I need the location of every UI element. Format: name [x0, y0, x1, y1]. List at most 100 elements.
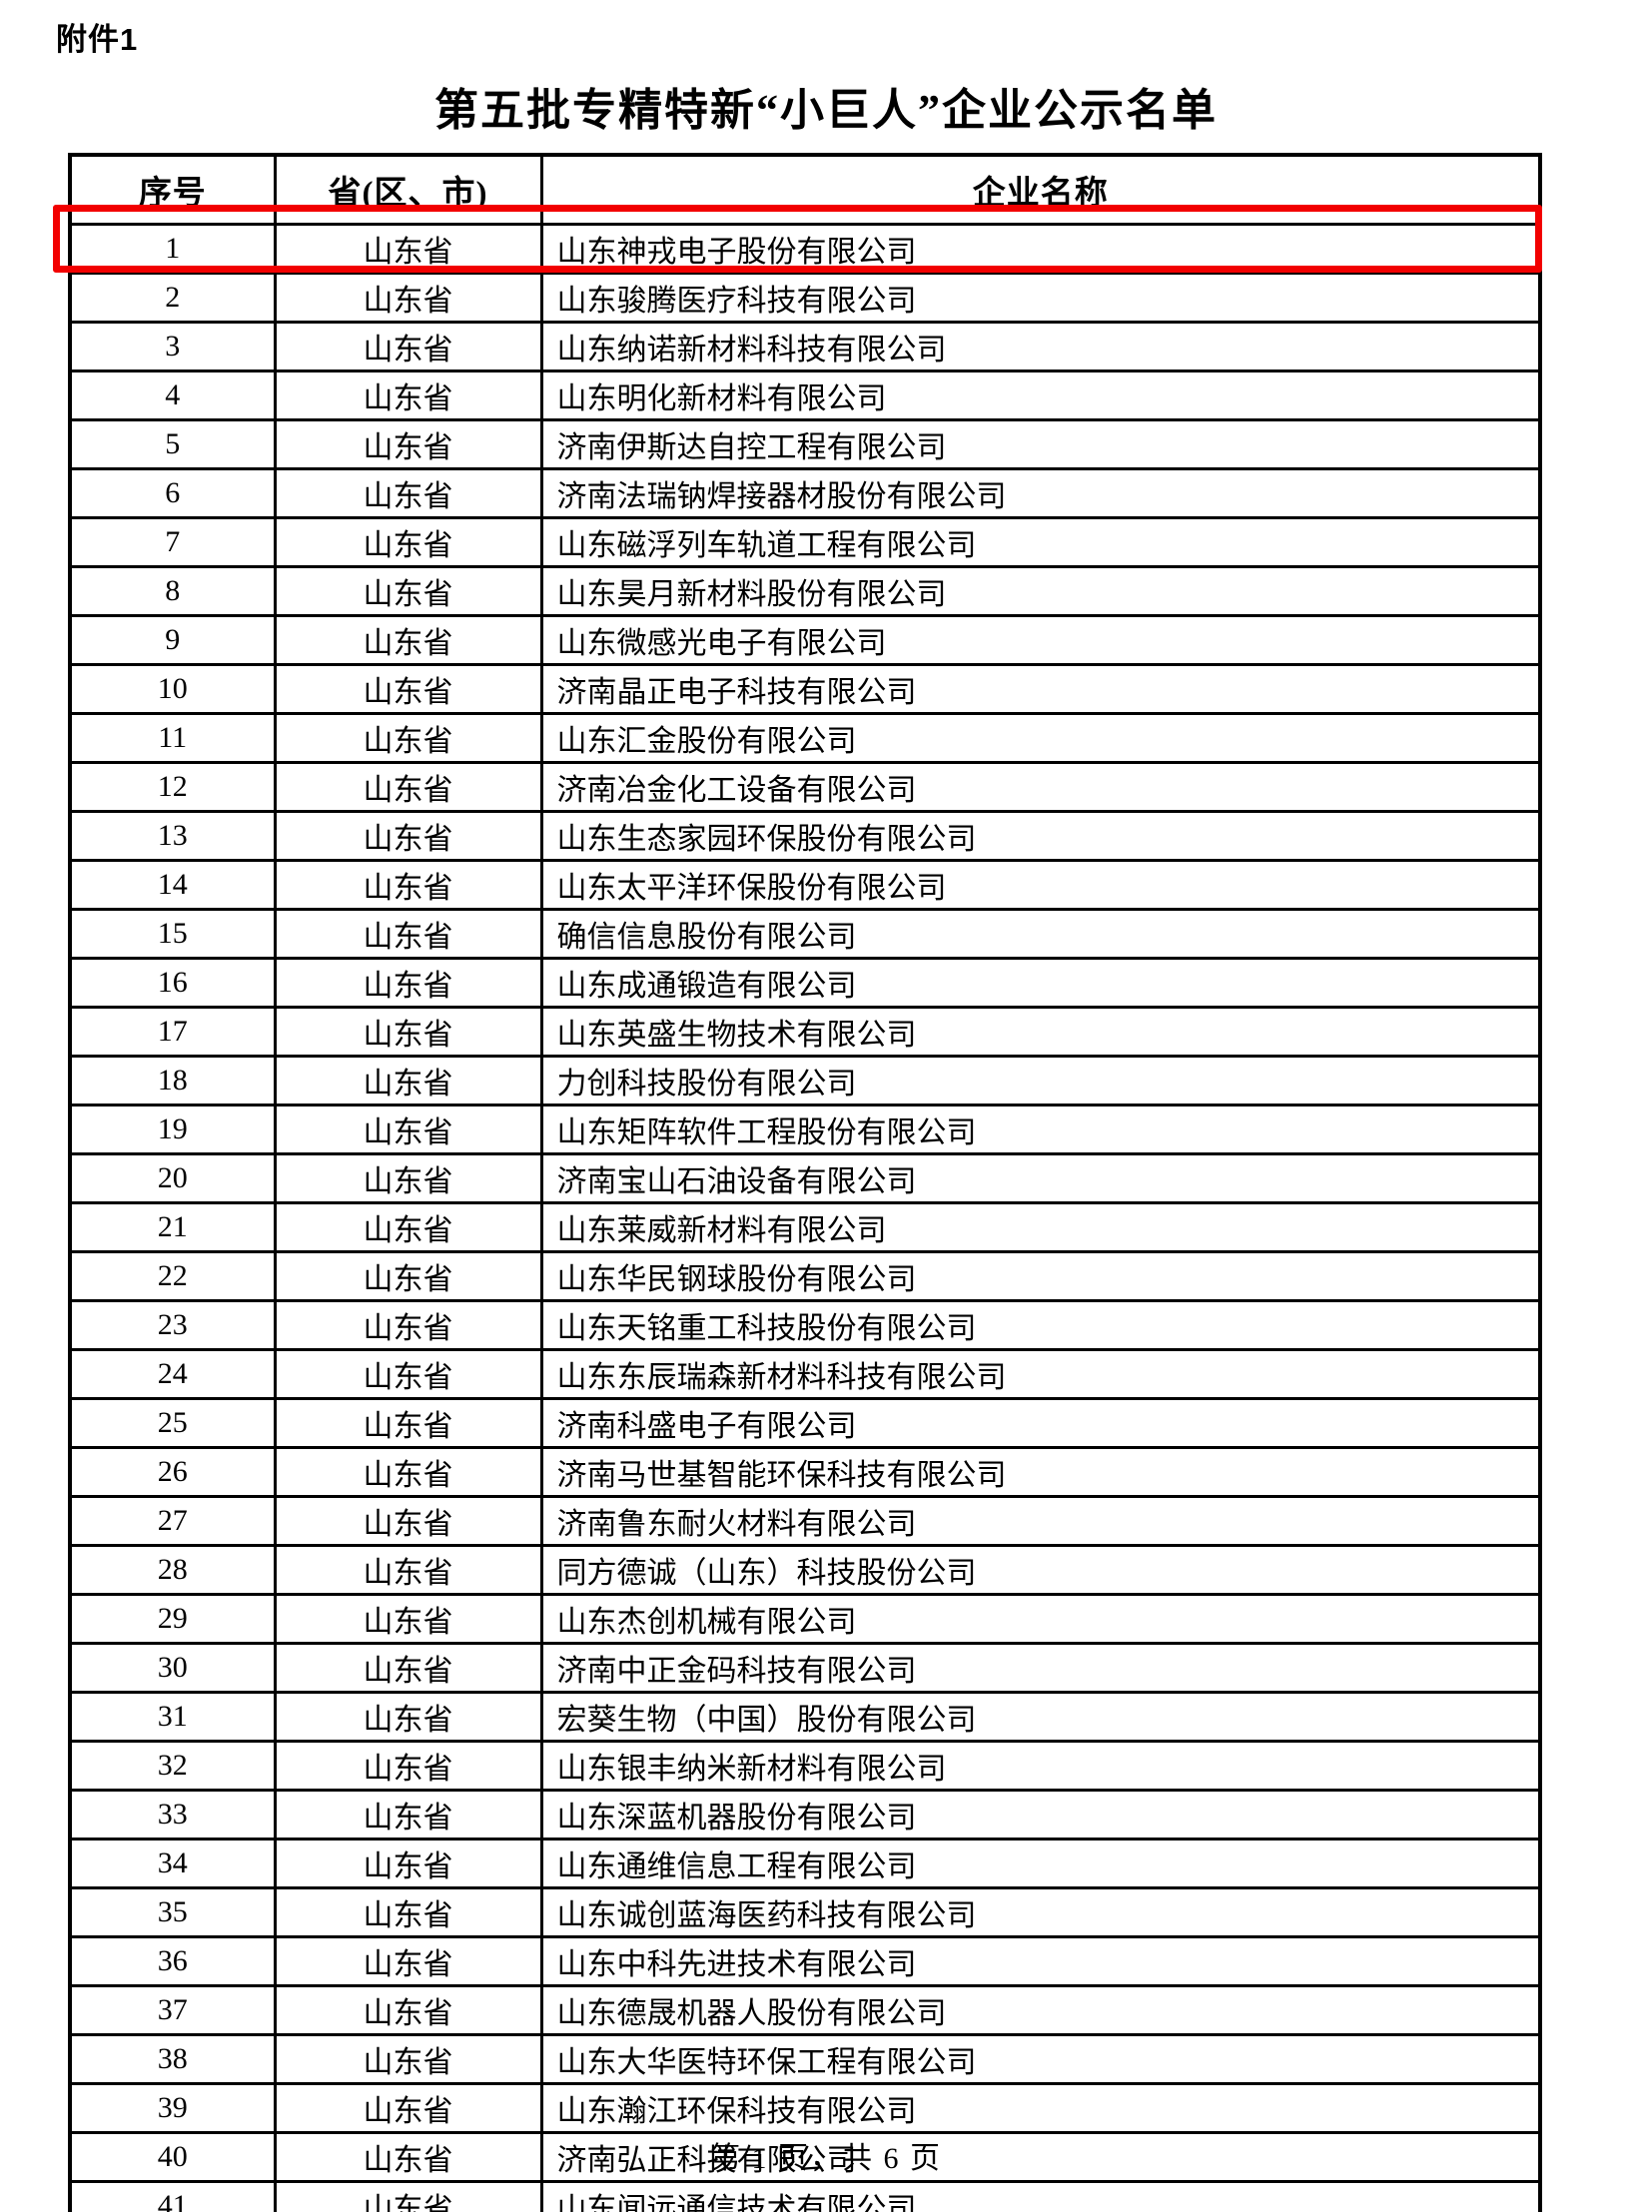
company-name-cell: 山东生态家园环保股份有限公司: [539, 810, 1542, 862]
province-cell: 山东省: [273, 810, 543, 862]
table-row: 7 山东省 山东磁浮列车轨道工程有限公司: [68, 516, 1542, 568]
province-cell: 山东省: [273, 1544, 543, 1596]
company-name-cell: 山东东辰瑞森新材料科技有限公司: [539, 1348, 1542, 1400]
company-name-cell: 山东太平洋环保股份有限公司: [539, 859, 1542, 911]
table-row: 36 山东省 山东中科先进技术有限公司: [68, 1935, 1542, 1987]
table-row: 28 山东省 同方德诚（山东）科技股份公司: [68, 1544, 1542, 1596]
province-cell: 山东省: [273, 761, 543, 813]
row-index-cell: 8: [68, 565, 277, 617]
row-index-cell: 39: [68, 2082, 277, 2134]
row-index-cell: 31: [68, 1691, 277, 1743]
company-name-cell: 济南鲁东耐火材料有限公司: [539, 1495, 1542, 1547]
table-row: 8 山东省 山东昊月新材料股份有限公司: [68, 565, 1542, 617]
table-body: 1 山东省 山东神戎电子股份有限公司 2 山东省 山东骏腾医疗科技有限公司 3 山东省 山东纳诺…: [68, 223, 1542, 2212]
province-cell: 山东省: [273, 859, 543, 911]
row-index-cell: 34: [68, 1838, 277, 1889]
table-row: 41 山东省 山东闻远通信技术有限公司: [68, 2180, 1542, 2212]
table-row: 3 山东省 山东纳诺新材料科技有限公司: [68, 321, 1542, 372]
table-row: 6 山东省 济南法瑞钠焊接器材股份有限公司: [68, 467, 1542, 519]
company-name-cell: 山东深蓝机器股份有限公司: [539, 1789, 1542, 1841]
row-index-cell: 37: [68, 1984, 277, 2036]
row-index-cell: 9: [68, 614, 277, 666]
company-name-cell: 山东汇金股份有限公司: [539, 712, 1542, 764]
province-cell: 山东省: [273, 1446, 543, 1498]
province-cell: 山东省: [273, 1789, 543, 1841]
row-index-cell: 13: [68, 810, 277, 862]
col-header-company-name: 企业名称: [539, 153, 1542, 226]
table-row: 13 山东省 山东生态家园环保股份有限公司: [68, 810, 1542, 862]
province-cell: 山东省: [273, 1935, 543, 1987]
table-row: 25 山东省 济南科盛电子有限公司: [68, 1397, 1542, 1449]
company-name-cell: 山东瀚江环保科技有限公司: [539, 2082, 1542, 2134]
table-row: 14 山东省 山东太平洋环保股份有限公司: [68, 859, 1542, 911]
table-row: 38 山东省 山东大华医特环保工程有限公司: [68, 2033, 1542, 2085]
col-header-province: 省(区、市): [273, 153, 543, 226]
province-cell: 山东省: [273, 272, 543, 324]
row-index-cell: 18: [68, 1055, 277, 1106]
province-cell: 山东省: [273, 1055, 543, 1106]
row-index-cell: 16: [68, 957, 277, 1009]
company-name-cell: 山东莱威新材料有限公司: [539, 1201, 1542, 1253]
company-name-cell: 山东矩阵软件工程股份有限公司: [539, 1104, 1542, 1155]
province-cell: 山东省: [273, 957, 543, 1009]
province-cell: 山东省: [273, 1104, 543, 1155]
company-name-cell: 济南法瑞钠焊接器材股份有限公司: [539, 467, 1542, 519]
province-cell: 山东省: [273, 1642, 543, 1694]
table-row: 34 山东省 山东通维信息工程有限公司: [68, 1838, 1542, 1889]
company-name-cell: 确信信息股份有限公司: [539, 908, 1542, 960]
company-name-cell: 山东中科先进技术有限公司: [539, 1935, 1542, 1987]
table-row: 17 山东省 山东英盛生物技术有限公司: [68, 1006, 1542, 1058]
table-row: 35 山东省 山东诚创蓝海医药科技有限公司: [68, 1886, 1542, 1938]
row-index-cell: 2: [68, 272, 277, 324]
province-cell: 山东省: [273, 2082, 543, 2134]
table-row: 20 山东省 济南宝山石油设备有限公司: [68, 1152, 1542, 1204]
row-index-cell: 40: [68, 2131, 277, 2183]
row-index-cell: 35: [68, 1886, 277, 1938]
row-index-cell: 33: [68, 1789, 277, 1841]
row-index-cell: 17: [68, 1006, 277, 1058]
table-row: 18 山东省 力创科技股份有限公司: [68, 1055, 1542, 1106]
table-row: 15 山东省 确信信息股份有限公司: [68, 908, 1542, 960]
row-index-cell: 32: [68, 1740, 277, 1792]
table-row: 39 山东省 山东瀚江环保科技有限公司: [68, 2082, 1542, 2134]
page-footer: 第 1 页，共 6 页: [710, 2142, 942, 2175]
province-cell: 山东省: [273, 1152, 543, 1204]
province-cell: 山东省: [273, 321, 543, 372]
row-index-cell: 5: [68, 418, 277, 470]
company-name-cell: 山东磁浮列车轨道工程有限公司: [539, 516, 1542, 568]
row-index-cell: 7: [68, 516, 277, 568]
province-cell: 山东省: [273, 1691, 543, 1743]
province-cell: 山东省: [273, 1984, 543, 2036]
row-index-cell: 29: [68, 1593, 277, 1645]
table-row: 1 山东省 山东神戎电子股份有限公司: [68, 223, 1542, 275]
attachment-label: 附件1: [56, 22, 139, 57]
table-row: 12 山东省 济南冶金化工设备有限公司: [68, 761, 1542, 813]
province-cell: 山东省: [273, 1299, 543, 1351]
province-cell: 山东省: [273, 223, 543, 275]
company-name-cell: 山东通维信息工程有限公司: [539, 1838, 1542, 1889]
company-name-cell: 济南中正金码科技有限公司: [539, 1642, 1542, 1694]
row-index-cell: 28: [68, 1544, 277, 1596]
table-row: 10 山东省 济南晶正电子科技有限公司: [68, 663, 1542, 715]
province-cell: 山东省: [273, 516, 543, 568]
table-row: 27 山东省 济南鲁东耐火材料有限公司: [68, 1495, 1542, 1547]
company-name-cell: 山东微感光电子有限公司: [539, 614, 1542, 666]
company-name-cell: 山东诚创蓝海医药科技有限公司: [539, 1886, 1542, 1938]
row-index-cell: 10: [68, 663, 277, 715]
province-cell: 山东省: [273, 1201, 543, 1253]
row-index-cell: 11: [68, 712, 277, 764]
province-cell: 山东省: [273, 1250, 543, 1302]
province-cell: 山东省: [273, 2131, 543, 2183]
province-cell: 山东省: [273, 467, 543, 519]
company-name-cell: 山东明化新材料有限公司: [539, 369, 1542, 421]
row-index-cell: 25: [68, 1397, 277, 1449]
company-name-cell: 山东银丰纳米新材料有限公司: [539, 1740, 1542, 1792]
row-index-cell: 19: [68, 1104, 277, 1155]
company-name-cell: 山东华民钢球股份有限公司: [539, 1250, 1542, 1302]
province-cell: 山东省: [273, 1348, 543, 1400]
table-row: 30 山东省 济南中正金码科技有限公司: [68, 1642, 1542, 1694]
row-index-cell: 24: [68, 1348, 277, 1400]
company-name-cell: 力创科技股份有限公司: [539, 1055, 1542, 1106]
row-index-cell: 1: [68, 223, 277, 275]
row-index-cell: 4: [68, 369, 277, 421]
